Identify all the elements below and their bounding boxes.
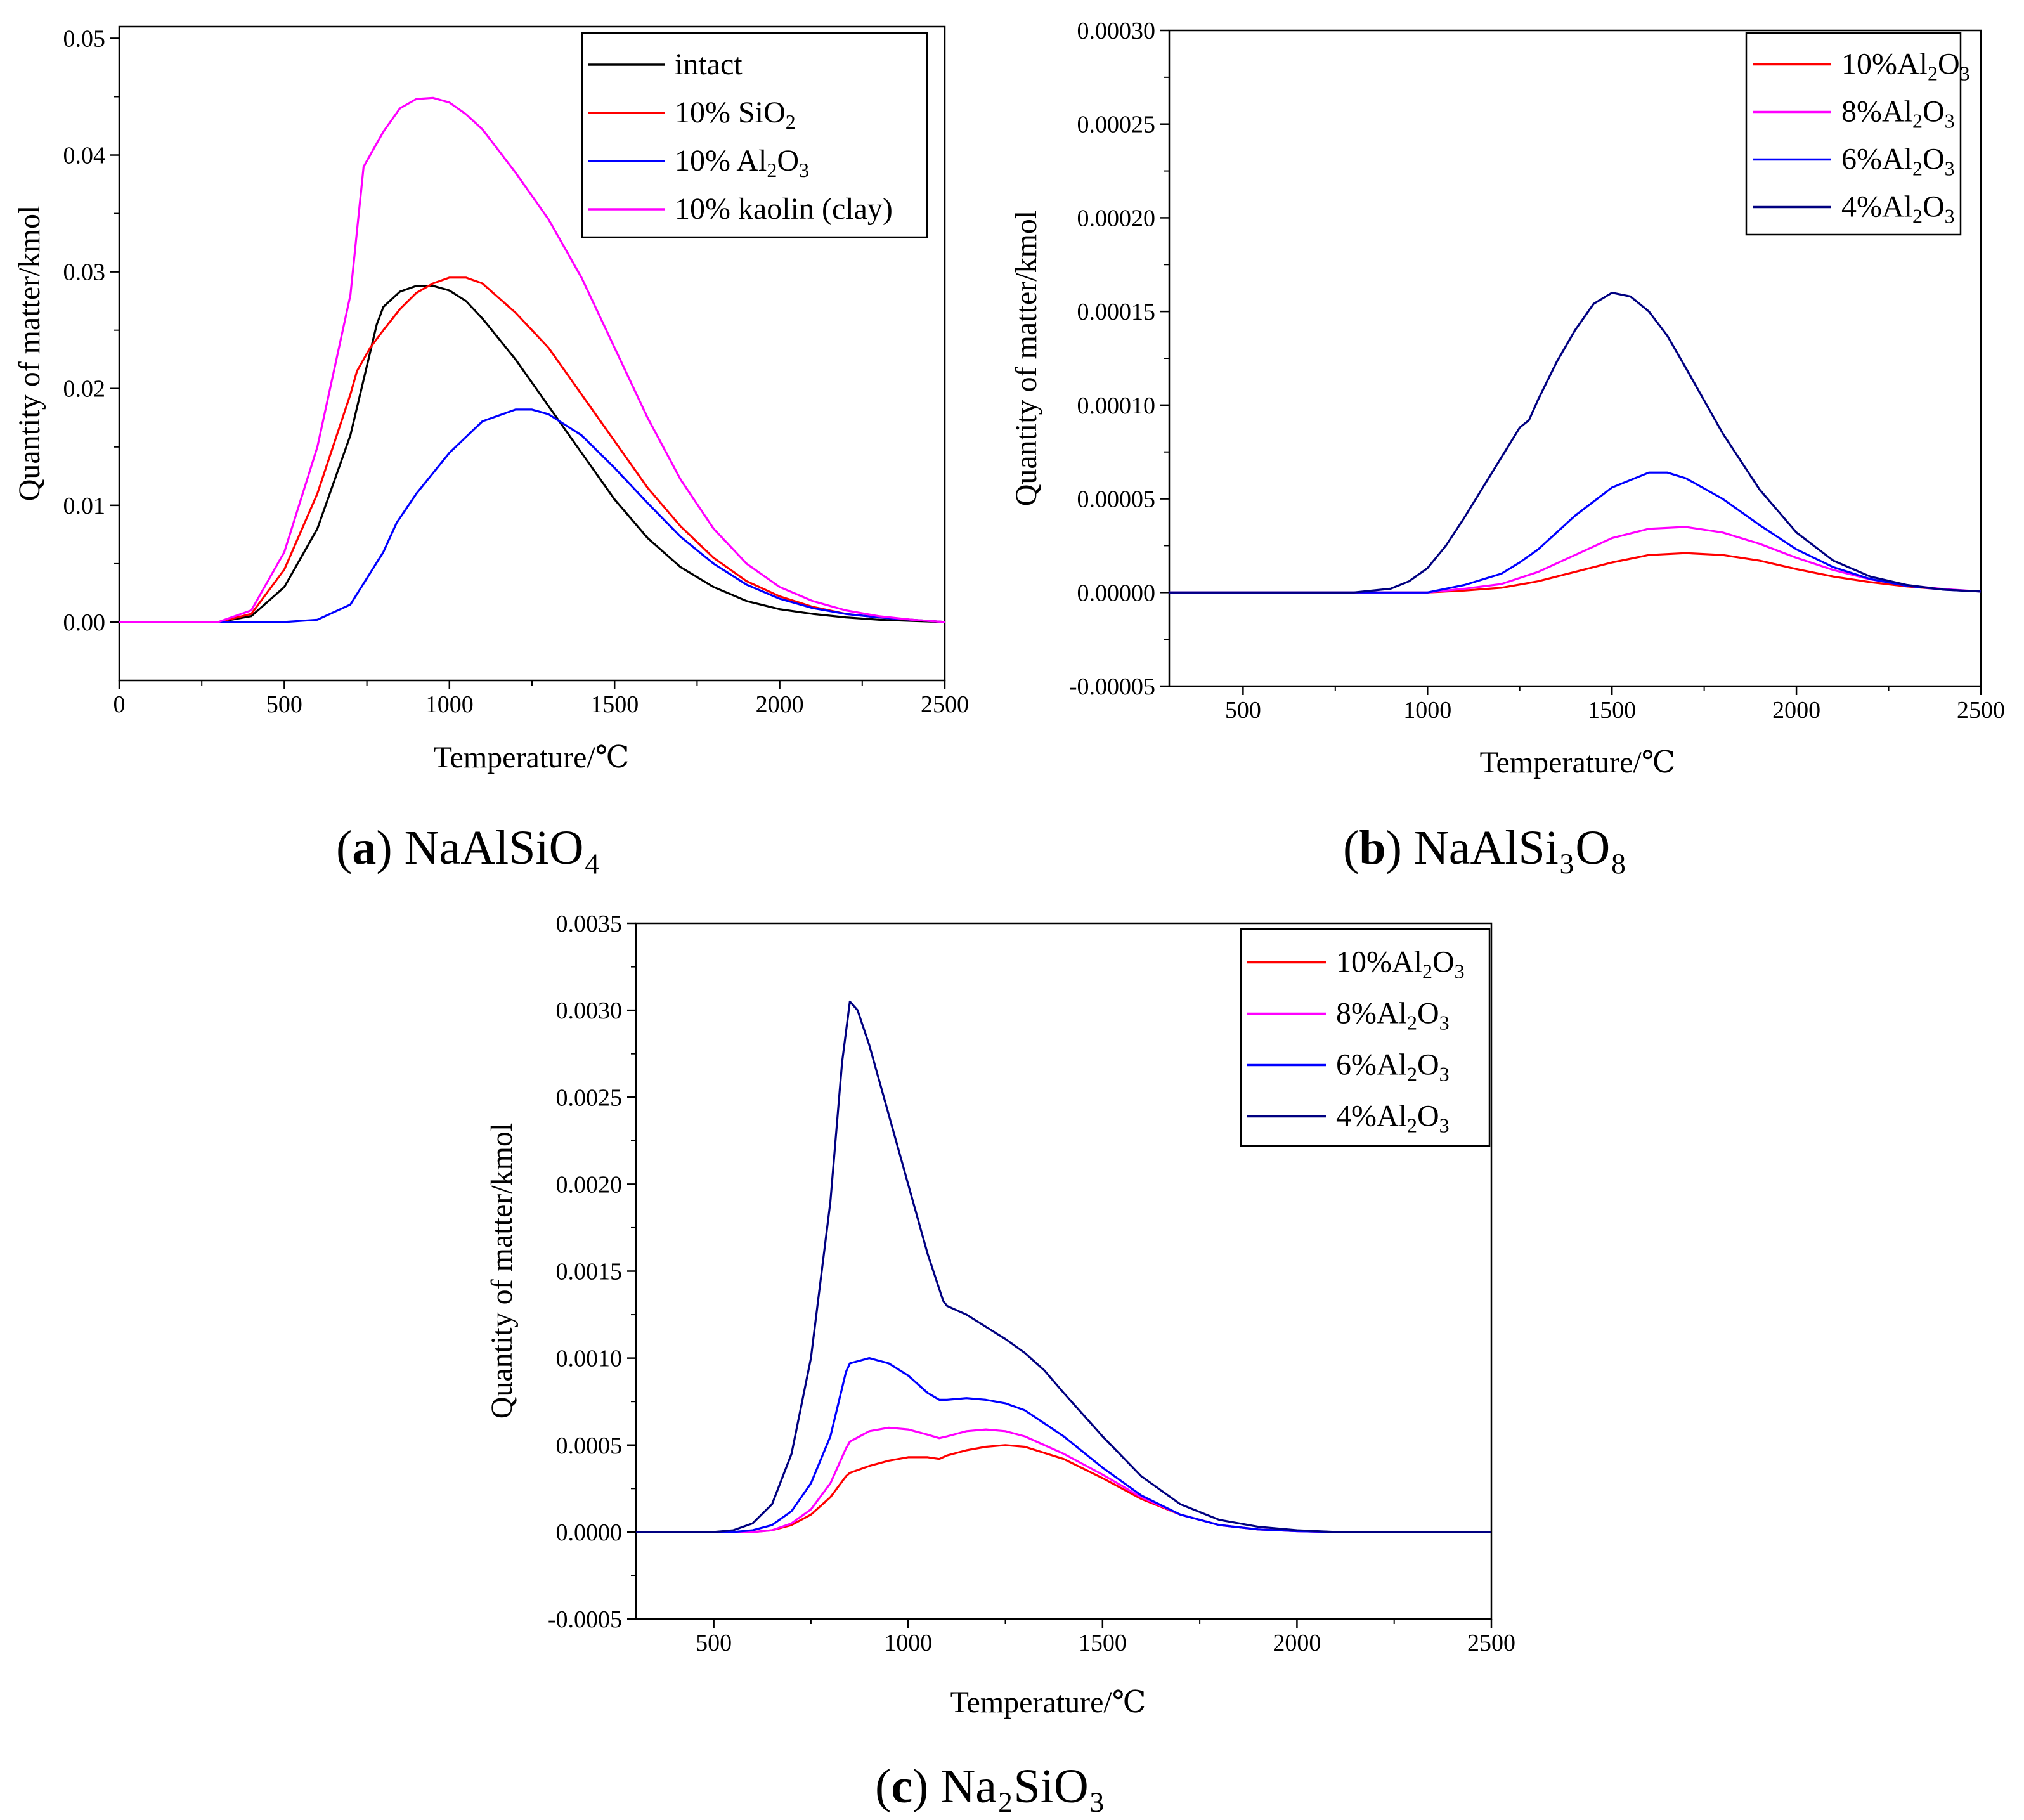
series-line-6-al2o3: [1169, 471, 1981, 594]
y-tick-label: 0.00030: [1077, 18, 1156, 44]
x-tick-label: 1500: [590, 691, 639, 718]
series-lines: [636, 1000, 1491, 1533]
y-tick-label: 0.01: [63, 493, 106, 519]
y-tick-label: 0.00005: [1077, 486, 1156, 513]
caption-c-letter: c: [891, 1760, 912, 1813]
legend-label: 4%Al2O3: [1336, 1100, 1450, 1137]
y-tick-label: 0.0035: [556, 911, 623, 937]
y-axis-title: Quantity of matter/kmol: [1009, 211, 1043, 507]
y-tick-label: 0.05: [63, 25, 106, 52]
x-axis-title: Temperature/℃: [1480, 746, 1676, 779]
caption-b-compound: NaAlSi₃O₈: [1414, 821, 1627, 874]
y-tick-label: -0.00005: [1069, 673, 1155, 700]
legend-label: 6%Al2O3: [1336, 1048, 1450, 1086]
y-axis-title: Quantity of matter/kmol: [13, 205, 46, 502]
y-tick-label: 0.00010: [1077, 393, 1156, 419]
x-tick-label: 2000: [756, 691, 804, 718]
legend-box: [581, 32, 928, 238]
series-line-4-al2o3: [1169, 292, 1981, 594]
x-axis-title: Temperature/℃: [434, 741, 630, 774]
legend-label: 4%Al2O3: [1841, 190, 1955, 228]
legend-label: 8%Al2O3: [1336, 997, 1450, 1034]
x-tick-label: 500: [1225, 697, 1261, 724]
y-tick-label: 0.03: [63, 259, 106, 286]
y-tick-label: 0.0030: [556, 998, 623, 1024]
series-line-10-kaolin-clay-: [119, 96, 945, 623]
series-line-10-al2o3: [119, 408, 945, 623]
x-tick-label: 1500: [1079, 1630, 1127, 1656]
caption-b: (b) NaAlSi₃O₈: [1343, 821, 1627, 874]
caption-c: (c) Na₂SiO₃: [875, 1760, 1105, 1813]
legend-box: [1745, 32, 1962, 236]
chart-a: 0 500 1000 1500 2000 2500 0.00 0.01 0.02 0.03 0.04…: [13, 25, 969, 774]
x-tick-label: 500: [696, 1630, 732, 1656]
x-tick-label: 1500: [1588, 697, 1636, 724]
chart-c: 500 1000 1500 2000 2500 -0.0005 0.0000 0.0005 0.…: [485, 911, 1515, 1719]
x-tick-label: 0: [114, 691, 126, 718]
x-tick-label: 1000: [425, 691, 474, 718]
x-tick-label: 2500: [1957, 697, 2005, 724]
x-tick-label: 2000: [1772, 697, 1820, 724]
series-lines: [1169, 292, 1981, 594]
legend-label: 10% SiO2: [675, 96, 796, 133]
series-line-10-al2o3: [1169, 552, 1981, 594]
series-line-4-al2o3: [636, 1000, 1491, 1533]
x-tick-label: 500: [266, 691, 302, 718]
series-line-intact: [119, 285, 945, 623]
legend-label: 10% kaolin (clay): [675, 192, 893, 226]
chart-b: 500 1000 1500 2000 2500 -0.00005 0.00000 0.0000…: [1009, 18, 2005, 779]
y-tick-label: 0.00000: [1077, 580, 1156, 606]
y-tick-label: 0.00: [63, 609, 106, 636]
caption-a-letter: a: [352, 821, 376, 874]
y-tick-label: 0.02: [63, 376, 106, 403]
x-tick-label: 1000: [884, 1630, 932, 1656]
y-tick-label: 0.00015: [1077, 299, 1156, 325]
y-tick-label: 0.0000: [556, 1519, 623, 1546]
caption-c-compound: Na₂SiO₃: [940, 1760, 1105, 1813]
y-tick-label: 0.00020: [1077, 205, 1156, 231]
y-tick-label: 0.0005: [556, 1433, 623, 1459]
x-tick-label: 1000: [1403, 697, 1451, 724]
legend-label: 10% Al2O3: [675, 144, 809, 181]
y-tick-label: 0.00025: [1077, 112, 1156, 138]
legend-label: 8%Al2O3: [1841, 95, 1955, 133]
x-tick-label: 2500: [1467, 1630, 1515, 1656]
y-tick-label: 0.0025: [556, 1084, 623, 1111]
legend-label: 6%Al2O3: [1841, 143, 1955, 180]
x-tick-label: 2500: [921, 691, 969, 718]
y-tick-label: 0.04: [63, 143, 106, 169]
caption-b-letter: b: [1359, 821, 1385, 874]
y-tick-label: 0.0010: [556, 1346, 623, 1372]
legend-label: 10%Al2O3: [1336, 946, 1465, 983]
series-lines: [119, 96, 945, 623]
legend-label: 10%Al2O3: [1841, 48, 1970, 85]
caption-a-compound: NaAlSiO₄: [405, 821, 600, 874]
y-tick-label: 0.0020: [556, 1171, 623, 1198]
series-line-6-al2o3: [636, 1357, 1491, 1533]
y-axis-title: Quantity of matter/kmol: [485, 1123, 519, 1419]
x-axis-title: Temperature/℃: [950, 1686, 1146, 1719]
legend-label: intact: [675, 48, 743, 81]
y-tick-label: -0.0005: [548, 1606, 622, 1633]
y-tick-label: 0.0015: [556, 1259, 623, 1285]
legend-box: [1240, 928, 1491, 1147]
series-line-10-sio2: [119, 276, 945, 623]
caption-a: (a) NaAlSiO₄: [336, 821, 600, 874]
x-tick-label: 2000: [1273, 1630, 1321, 1656]
